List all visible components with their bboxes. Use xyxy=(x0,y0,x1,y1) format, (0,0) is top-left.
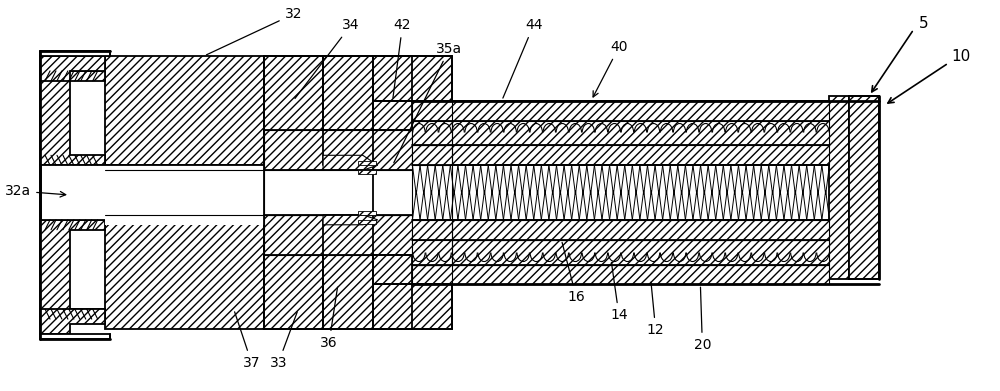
Text: 16: 16 xyxy=(562,242,585,304)
Polygon shape xyxy=(412,145,829,165)
Text: 10: 10 xyxy=(951,50,970,65)
Text: 32: 32 xyxy=(206,7,302,55)
Text: 14: 14 xyxy=(610,262,628,322)
Polygon shape xyxy=(373,284,412,329)
Polygon shape xyxy=(40,309,105,334)
Polygon shape xyxy=(412,264,829,284)
Polygon shape xyxy=(412,220,829,240)
Polygon shape xyxy=(412,145,452,165)
Polygon shape xyxy=(323,215,378,225)
Polygon shape xyxy=(40,51,110,56)
Polygon shape xyxy=(323,255,373,329)
Polygon shape xyxy=(412,96,849,284)
Polygon shape xyxy=(264,56,323,165)
Polygon shape xyxy=(412,100,829,120)
Text: 20: 20 xyxy=(694,287,711,352)
Polygon shape xyxy=(358,170,376,174)
Text: 44: 44 xyxy=(503,18,542,98)
Polygon shape xyxy=(323,56,373,131)
Polygon shape xyxy=(373,100,412,131)
Text: 42: 42 xyxy=(393,18,411,98)
Polygon shape xyxy=(358,220,376,224)
Polygon shape xyxy=(105,56,264,165)
Text: 40: 40 xyxy=(593,40,628,97)
Polygon shape xyxy=(412,120,452,145)
Polygon shape xyxy=(373,284,452,329)
Polygon shape xyxy=(412,240,452,264)
Polygon shape xyxy=(40,220,105,319)
Polygon shape xyxy=(373,56,452,100)
Polygon shape xyxy=(849,96,879,280)
Polygon shape xyxy=(264,131,412,170)
Polygon shape xyxy=(412,240,829,264)
Polygon shape xyxy=(373,56,412,100)
Polygon shape xyxy=(40,56,105,81)
Polygon shape xyxy=(105,170,264,225)
Polygon shape xyxy=(323,155,378,170)
Polygon shape xyxy=(264,170,412,215)
Polygon shape xyxy=(40,71,105,165)
Text: 32a: 32a xyxy=(5,184,66,198)
Polygon shape xyxy=(40,165,264,220)
Text: 34: 34 xyxy=(295,18,360,99)
Polygon shape xyxy=(373,255,412,284)
Text: 35a: 35a xyxy=(394,42,462,163)
Polygon shape xyxy=(105,220,264,329)
Polygon shape xyxy=(358,161,376,165)
Text: 36: 36 xyxy=(320,287,338,350)
Text: 33: 33 xyxy=(270,312,297,370)
Text: 37: 37 xyxy=(235,312,260,370)
Polygon shape xyxy=(412,220,452,240)
Text: 5: 5 xyxy=(919,16,929,31)
Polygon shape xyxy=(264,215,412,255)
Polygon shape xyxy=(412,120,829,145)
Polygon shape xyxy=(412,165,829,220)
Text: 12: 12 xyxy=(647,282,665,337)
Polygon shape xyxy=(264,220,323,329)
Polygon shape xyxy=(358,211,376,215)
Polygon shape xyxy=(40,334,110,339)
